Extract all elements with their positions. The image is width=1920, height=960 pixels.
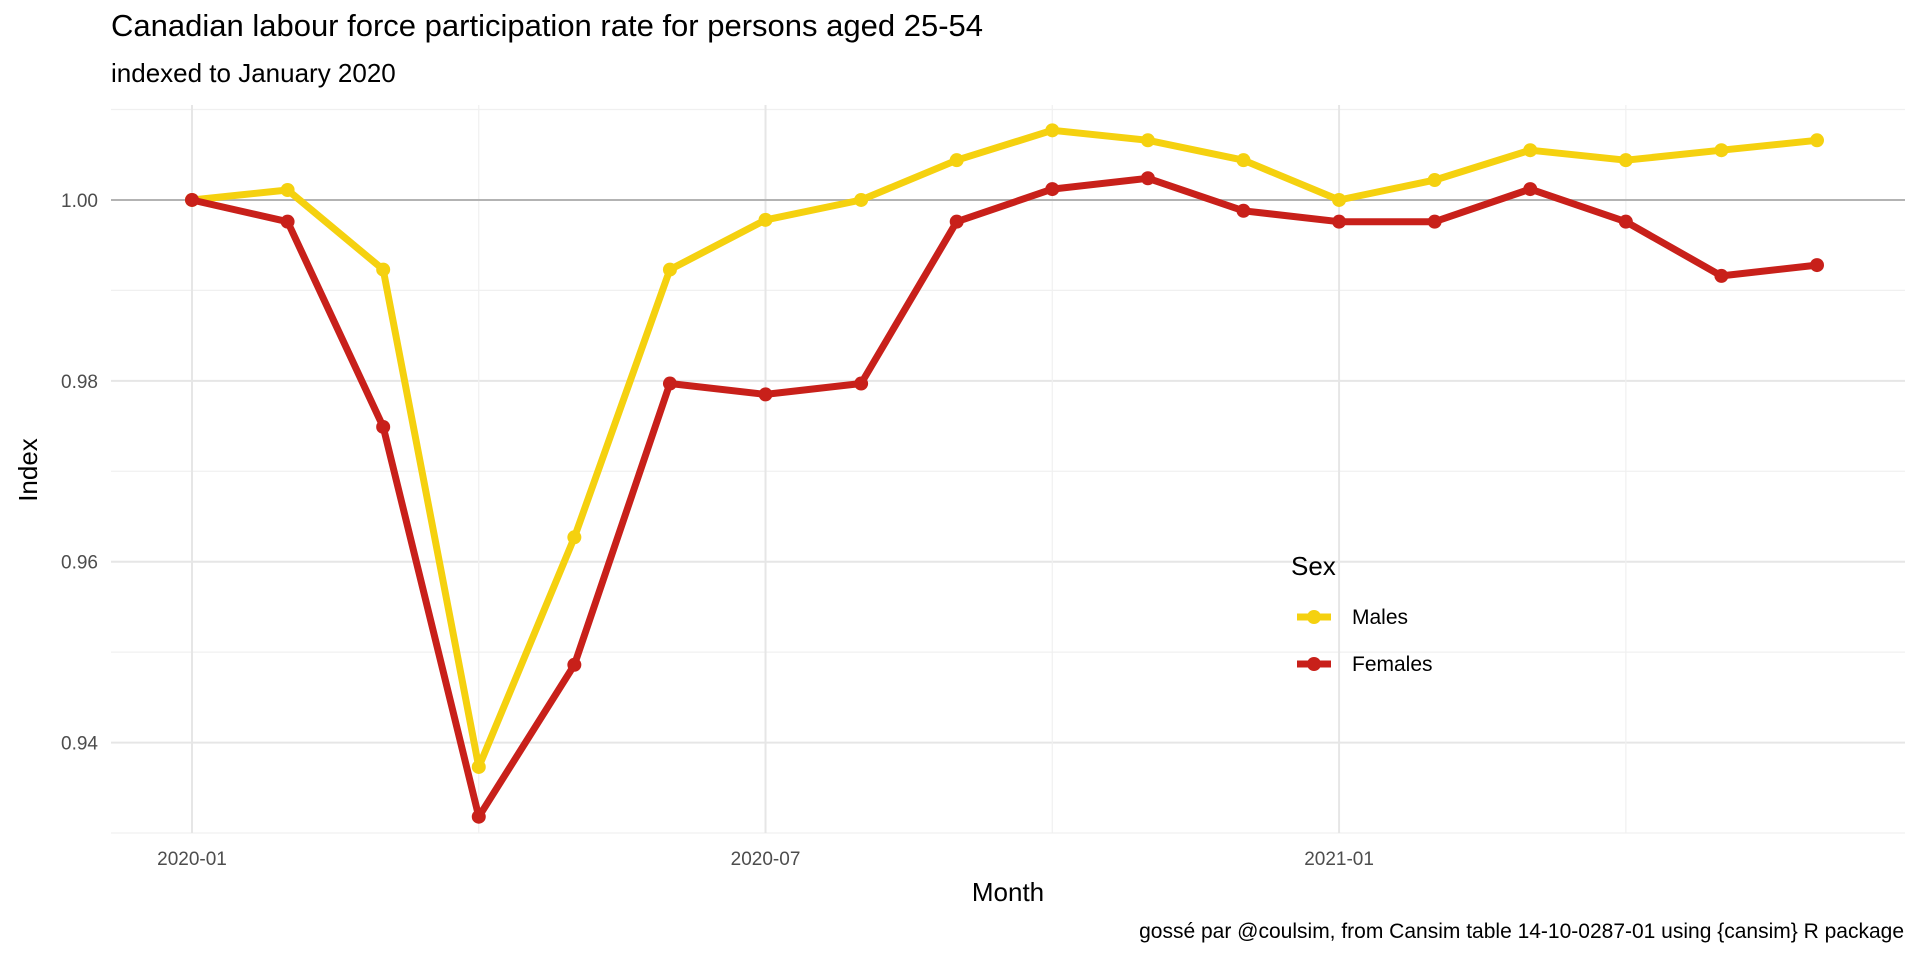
- series-females: [185, 171, 1824, 824]
- data-point-females: [567, 657, 582, 672]
- grid-layer: [111, 105, 1905, 834]
- data-point-males: [949, 153, 964, 168]
- data-point-males: [280, 183, 295, 198]
- x-tick-label: 2020-07: [731, 849, 801, 870]
- data-point-females: [1618, 214, 1633, 229]
- axis-layer: Month Index 0.94 0.96 0.98 1.00 2020-01 2020-…: [13, 191, 1374, 907]
- legend-label-females: Females: [1352, 653, 1433, 676]
- data-point-males: [1427, 173, 1442, 188]
- data-point-males: [1714, 143, 1729, 158]
- data-point-males: [1810, 133, 1824, 148]
- data-point-males: [854, 192, 869, 207]
- data-point-females: [1236, 203, 1251, 218]
- x-tick-label: 2021-01: [1304, 849, 1374, 870]
- data-point-males: [1045, 123, 1060, 138]
- data-point-females: [1714, 268, 1729, 283]
- data-point-males: [376, 262, 391, 277]
- data-point-females: [1810, 258, 1824, 273]
- legend-item-females: Females: [1297, 653, 1433, 676]
- y-tick-label: 1.00: [61, 191, 98, 212]
- data-point-males: [567, 530, 582, 545]
- series-line-females: [188, 174, 1821, 821]
- chart-caption: gossé par @coulsim, from Cansim table 14…: [1139, 920, 1904, 943]
- data-point-females: [1045, 182, 1060, 197]
- data-point-females: [185, 192, 199, 207]
- legend-label-males: Males: [1352, 606, 1408, 629]
- legend-key-males-point: [1307, 610, 1321, 624]
- data-point-females: [280, 214, 295, 229]
- data-point-females: [949, 214, 964, 229]
- data-point-males: [1332, 192, 1347, 207]
- data-point-males: [1236, 153, 1251, 168]
- data-point-females: [662, 376, 677, 391]
- data-point-females: [471, 809, 486, 824]
- data-point-females: [376, 419, 391, 434]
- data-point-females: [1140, 171, 1155, 186]
- data-point-males: [1523, 143, 1538, 158]
- x-tick-label: 2020-01: [157, 849, 227, 870]
- chart-subtitle: indexed to January 2020: [111, 58, 396, 88]
- y-tick-label: 0.98: [61, 372, 98, 393]
- data-point-females: [1523, 182, 1538, 197]
- data-point-females: [758, 387, 773, 402]
- legend-key-females-point: [1307, 657, 1321, 671]
- y-tick-label: 0.96: [61, 553, 98, 574]
- chart-title: Canadian labour force participation rate…: [111, 8, 983, 43]
- legend-item-males: Males: [1297, 606, 1408, 629]
- data-point-females: [1332, 214, 1347, 229]
- legend-title: Sex: [1291, 551, 1336, 581]
- x-axis-title: Month: [972, 877, 1044, 907]
- legend: Sex Males Females: [1291, 551, 1433, 676]
- series-layer: [185, 123, 1824, 824]
- data-point-females: [854, 376, 869, 391]
- data-point-females: [1427, 214, 1442, 229]
- series-line-males: [188, 126, 1821, 771]
- data-point-males: [471, 759, 486, 774]
- data-point-males: [1618, 153, 1633, 168]
- data-point-males: [758, 212, 773, 227]
- y-tick-label: 0.94: [61, 734, 98, 755]
- y-axis-title: Index: [13, 438, 43, 502]
- series-males: [185, 123, 1824, 774]
- data-point-males: [662, 262, 677, 277]
- data-point-males: [1140, 133, 1155, 148]
